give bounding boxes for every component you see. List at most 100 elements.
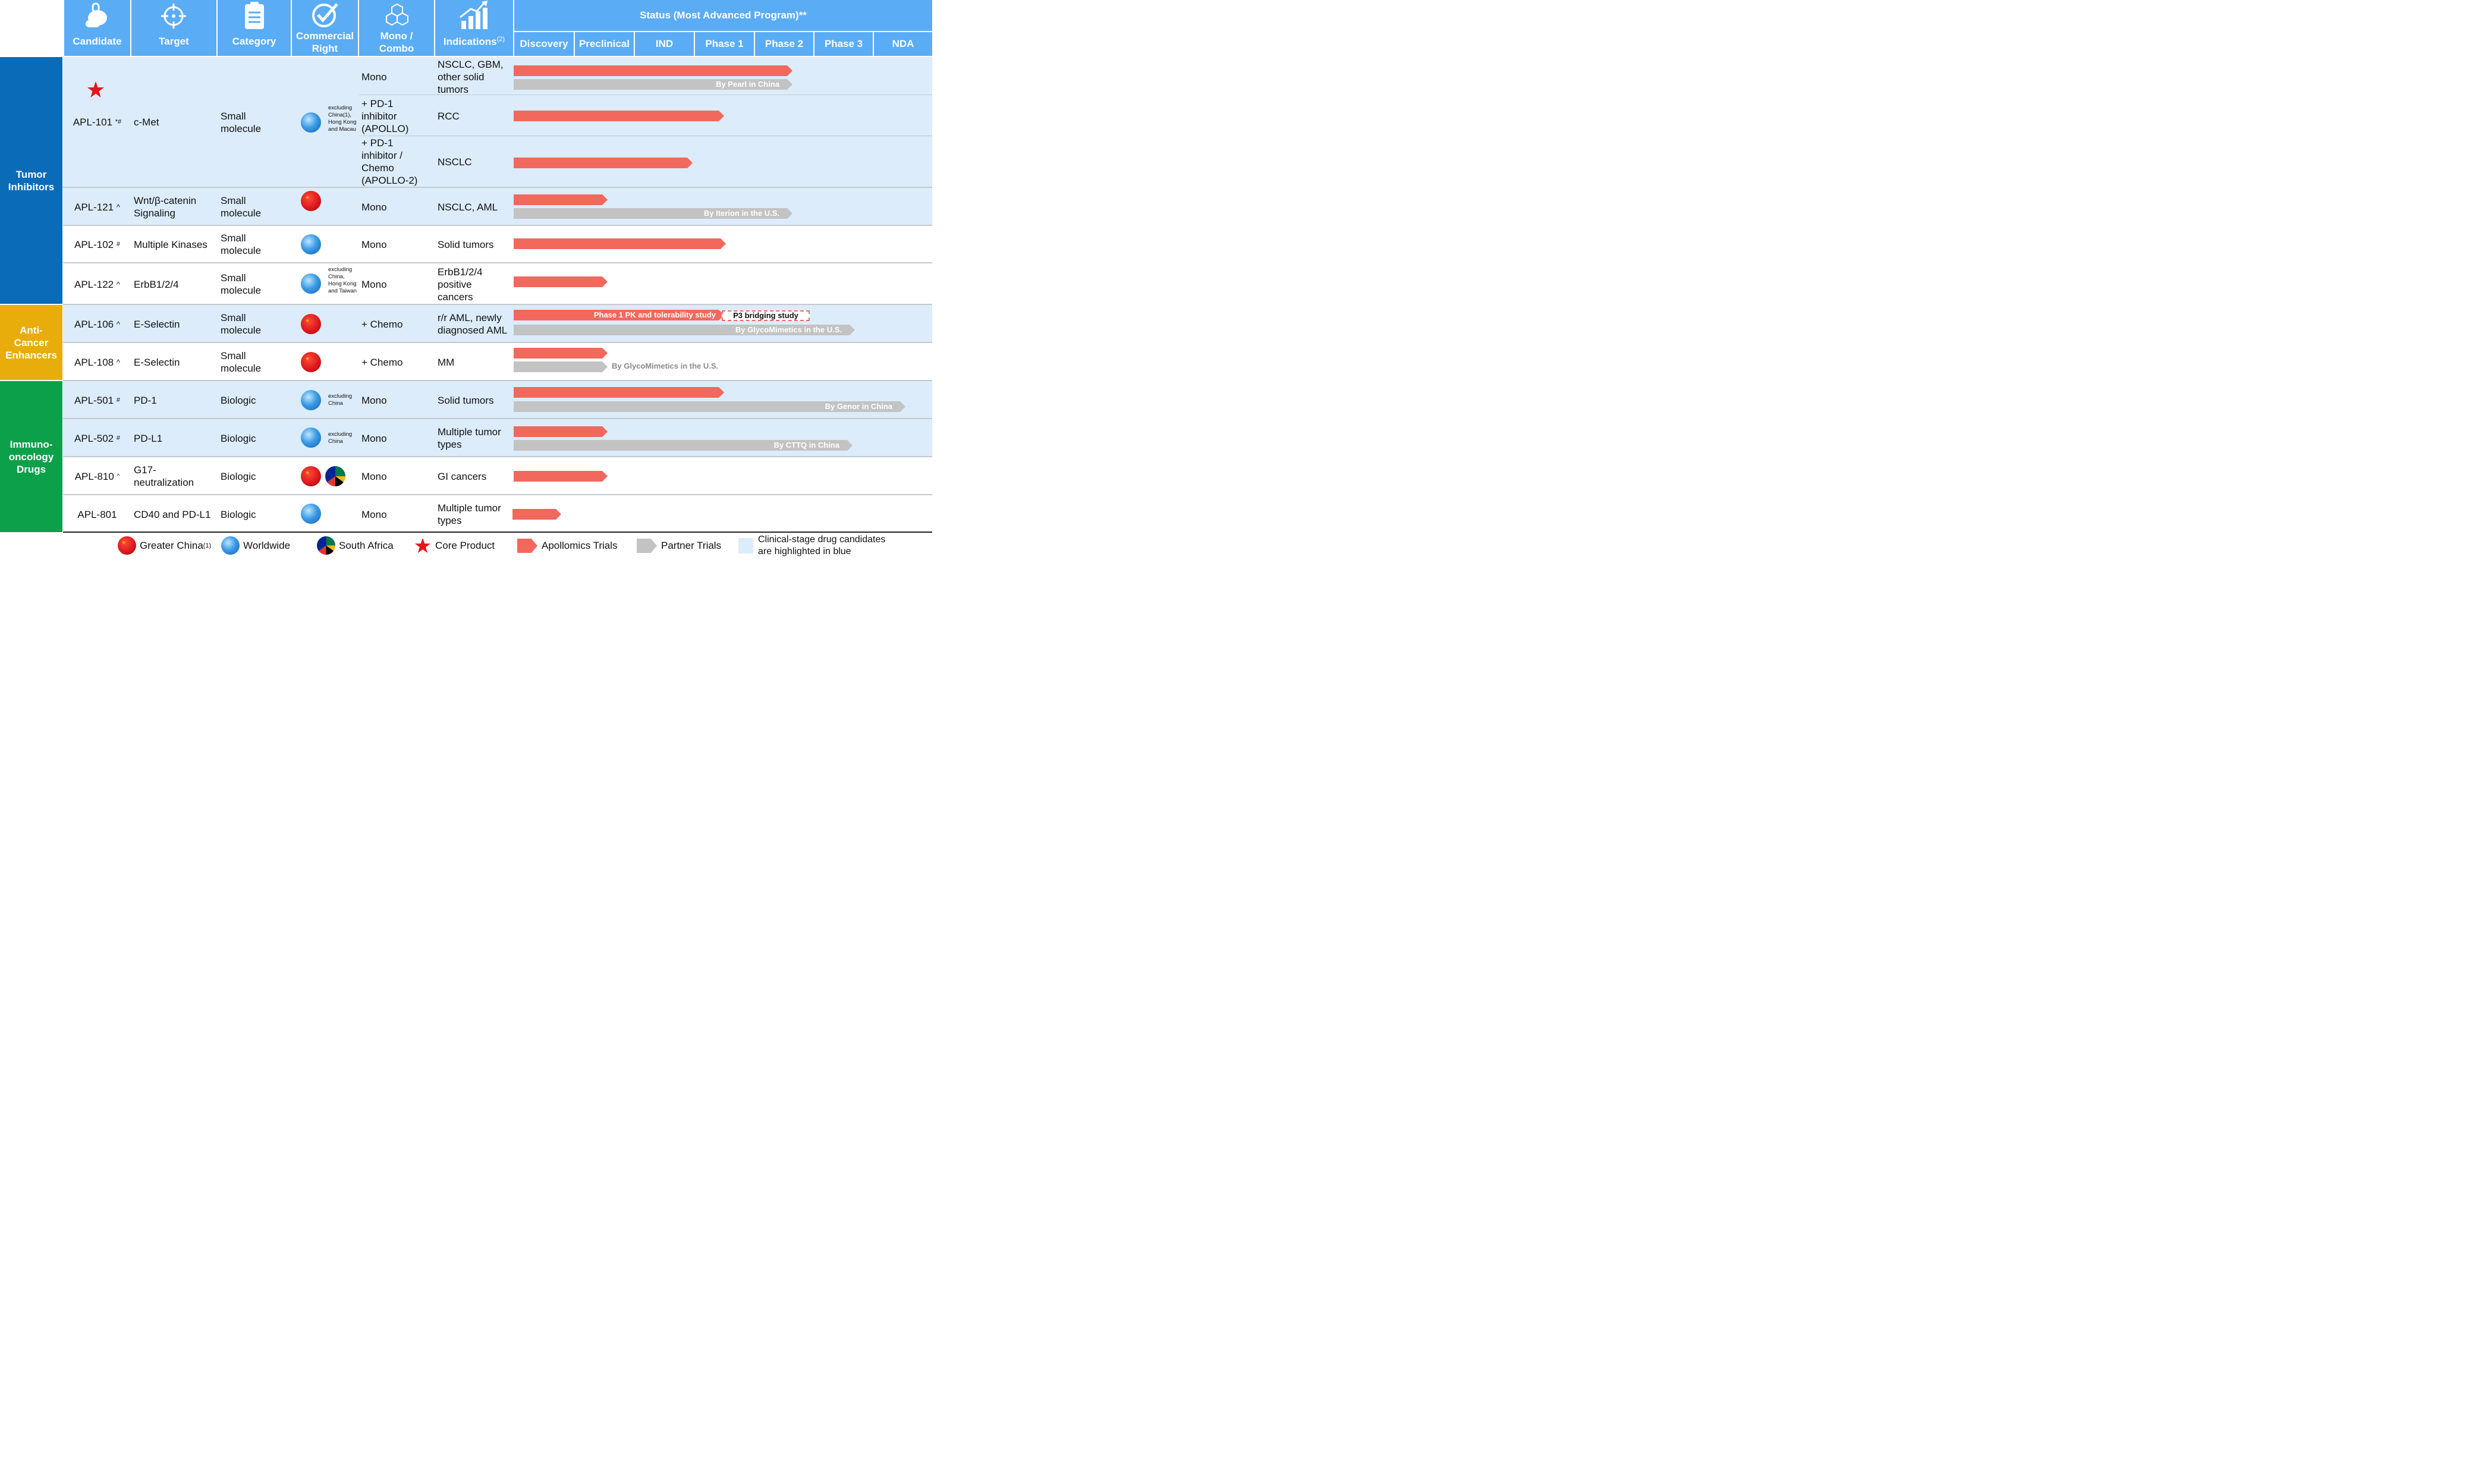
header-target-label: Target (159, 36, 189, 47)
category-apl-501: Biologic (221, 394, 256, 406)
indication-apl-502: Multiple tumor types (438, 426, 501, 450)
indication-apl-122: ErbB1/2/4 positive cancers (438, 266, 483, 303)
right-note-apl-122: excluding China, Hong Kong and Taiwan (328, 266, 357, 294)
phase-phase2: Phase 2 (754, 32, 813, 56)
group-tumor-label: Tumor Inhibitors (8, 168, 55, 193)
target-apl-121: Wnt/β-catenin Signaling (134, 195, 197, 219)
apollomics-bar-apl-122 (514, 276, 608, 287)
candidate-name: APL-106 (74, 318, 114, 330)
category-apl-810: Biologic (221, 470, 256, 482)
header-commercial-label-1: Commercial (295, 30, 354, 42)
phase-ind: IND (634, 32, 694, 56)
red-star-icon (87, 81, 105, 99)
globe-icon (301, 112, 321, 133)
phase-preclinical: Preclinical (574, 32, 634, 56)
candidate-name: APL-122 (74, 278, 114, 290)
combo-apl-101-2: + PD-1 inhibitor (APOLLO) (361, 98, 409, 134)
legend-south-africa: South Africa (339, 540, 394, 551)
phase-phase3: Phase 3 (813, 32, 873, 56)
target-apl-810: G17-neutralization (134, 464, 194, 488)
candidate-name: APL-502 (74, 432, 114, 444)
category-apl-122: Small molecule (221, 272, 262, 296)
candidate-apl-122: APL-122 ^ (64, 278, 130, 291)
partner-label: By Iterion in the U.S. (703, 209, 779, 218)
candidate-name: APL-121 (74, 201, 114, 213)
right-note-apl-101: excluding China(1), Hong Kong and Macau (328, 105, 357, 133)
legend-highlight-swatch (738, 538, 753, 554)
bar-label: Phase 1 PK and tolerability study (593, 310, 716, 319)
legend-apollomics-trials: Apollomics Trials (542, 540, 618, 551)
dashed-bar-p3-bridging: P3 bridging study (722, 310, 810, 321)
china-flag-icon: ★ (301, 314, 321, 334)
header-target: Target (131, 0, 216, 56)
legend-partner-trials: Partner Trials (661, 540, 722, 551)
indication-apl-102: Solid tumors (438, 238, 494, 250)
dashed-bar-label: P3 bridging study (733, 311, 798, 320)
partner-label: By CTTQ in China (773, 441, 839, 449)
header-mono-combo: Mono / Combo (359, 0, 434, 56)
partner-bar-apl-502: By CTTQ in China (514, 440, 853, 451)
combo-apl-101-3: + PD-1 inhibitor / Chemo (APOLLO-2) (361, 137, 418, 186)
category-apl-101: Small molecule (221, 111, 262, 134)
candidate-apl-121: APL-121 ^ (64, 200, 130, 213)
partner-bar-apl-106: By GlycoMimetics in the U.S. (514, 325, 855, 335)
partner-bar-apl-101-1: By Pearl in China (514, 79, 792, 90)
candidate-name: APL-101 (73, 116, 113, 128)
growth-chart-icon (460, 1, 488, 29)
candidate-name: APL-501 (74, 394, 114, 406)
candidate-apl-106: APL-106 ^ (64, 317, 130, 331)
candidate-mark: ^ (116, 202, 120, 212)
target-apl-102: Multiple Kinases (134, 238, 207, 250)
group-tumor-inhibitors: Tumor Inhibitors (0, 57, 62, 304)
header-candidate-label: Candidate (73, 36, 122, 47)
right-note-apl-501: excluding China (328, 393, 353, 407)
group-immuno-label: Immuno-oncology Drugs (8, 438, 54, 475)
category-apl-502: Biologic (221, 432, 256, 444)
category-apl-102: Small molecule (221, 232, 262, 256)
apollomics-bar-apl-101-2 (514, 111, 724, 121)
apollomics-bar-apl-810 (514, 471, 608, 482)
candidate-apl-108: APL-108 ^ (64, 356, 130, 369)
candidate-name: APL-810 (74, 470, 114, 482)
status-title: Status (Most Advanced Program)** (640, 10, 807, 21)
target-icon (161, 4, 186, 29)
target-apl-108: E-Selectin (134, 356, 180, 368)
apollomics-bar-apl-121 (514, 194, 608, 205)
combo-apl-121: Mono (361, 201, 387, 213)
right-note-apl-502: excluding China (328, 431, 353, 445)
header-indications-label: Indications (443, 36, 497, 48)
apollomics-bar-apl-501 (514, 387, 724, 398)
legend-sup: (1) (203, 542, 212, 549)
china-flag-icon: ★ (301, 191, 321, 211)
apollomics-bar-apl-106: Phase 1 PK and tolerability study (514, 310, 724, 320)
globe-icon (301, 427, 321, 448)
apollomics-bar-apl-502 (514, 426, 608, 437)
apollomics-bar-apl-108 (514, 348, 608, 359)
legend-greater-china-label: Greater China (140, 540, 203, 551)
candidate-name: APL-102 (74, 238, 114, 250)
target-apl-501: PD-1 (134, 394, 157, 406)
pill-icon (86, 2, 107, 27)
candidate-apl-102: APL-102 # (64, 238, 130, 251)
header-category-label: Category (232, 36, 276, 47)
header-commercial-right: Commercial Right (292, 0, 358, 56)
red-star-icon (414, 537, 431, 554)
legend-greater-china: Greater China (1) (140, 539, 211, 552)
partner-bar-apl-108 (514, 361, 608, 372)
globe-icon (301, 390, 321, 410)
partner-bar-apl-121: By Iterion in the U.S. (514, 208, 792, 219)
legend-core-product: Core Product (435, 540, 495, 551)
legend-partner-swatch (637, 539, 657, 553)
combo-apl-502: Mono (361, 432, 387, 444)
china-flag-icon: ★ (301, 466, 321, 486)
apollomics-bar-apl-102 (514, 238, 726, 249)
candidate-apl-101: APL-101 *# (64, 115, 130, 128)
legend-apollomics-swatch (517, 539, 537, 553)
header-category: Category (218, 0, 291, 56)
checkmark-icon (312, 3, 338, 27)
apollomics-bar-apl-101-3 (514, 158, 693, 168)
combo-apl-108: + Chemo (361, 356, 403, 368)
apollomics-bar-apl-801 (512, 509, 561, 520)
indication-apl-101-2: RCC (438, 110, 460, 122)
legend-highlight-line-1: Clinical-stage drug candidates (758, 535, 886, 545)
